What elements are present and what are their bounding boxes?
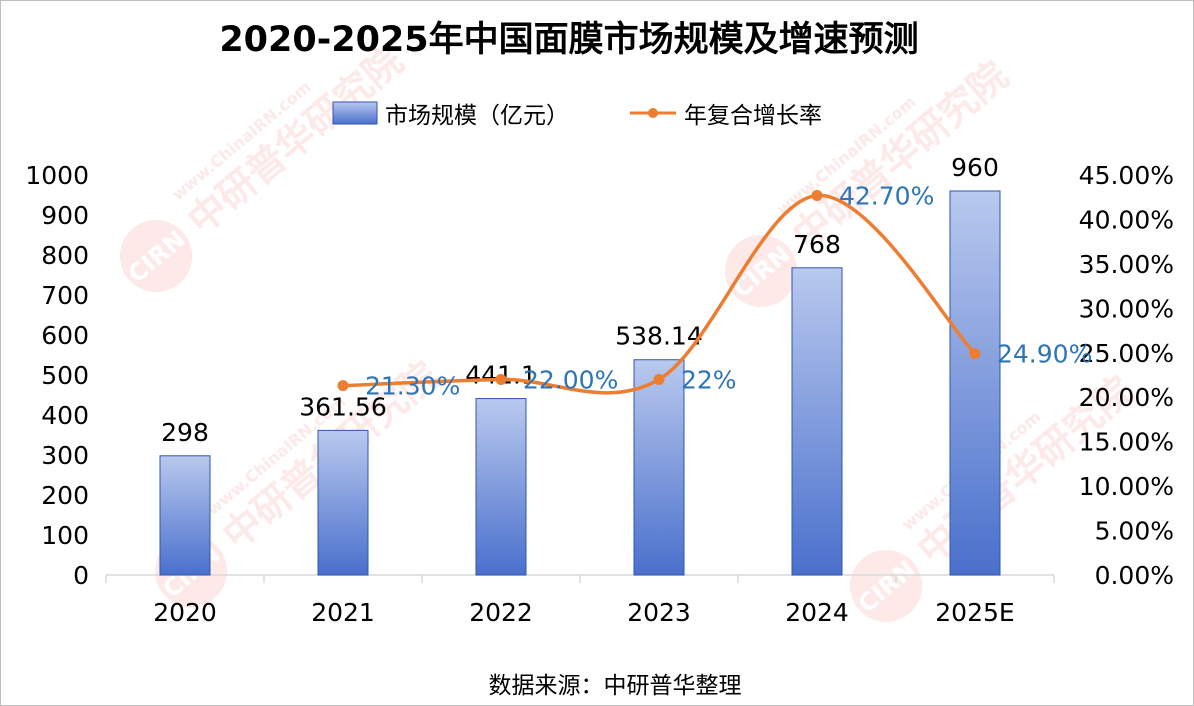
legend-swatch-bar (332, 101, 378, 125)
y-left-tick-label: 600 (41, 321, 89, 350)
y-right-tick-label: 15.00% (1079, 428, 1174, 457)
y-left-tick-label: 100 (41, 521, 89, 550)
chart-title: 2020-2025年中国面膜市场规模及增速预测 (219, 20, 918, 60)
watermark-cn-text: 中研普华研究院 (179, 38, 411, 243)
legend-label-bar: 市场规模（亿元） (385, 103, 569, 129)
growth-marker (653, 373, 665, 385)
source-note: 数据来源：中研普华整理 (489, 673, 742, 699)
growth-value-label: 21.30% (365, 372, 460, 401)
legend: 市场规模（亿元） 年复合增长率 (332, 101, 822, 129)
y-right-tick-label: 20.00% (1079, 383, 1174, 412)
bar (949, 190, 1001, 576)
bar (159, 455, 211, 576)
growth-value-label: 42.70% (839, 181, 934, 210)
line-series (337, 189, 981, 395)
y-left-tick-label: 300 (41, 441, 89, 470)
y-left-tick-label: 200 (41, 481, 89, 510)
bar-value-label: 960 (951, 153, 999, 182)
y-left-tick-label: 0 (73, 561, 89, 590)
y-axis-left: 0 100 200 300 400 500 600 700 800 900 1000 (25, 161, 89, 590)
bar-value-label: 768 (793, 230, 841, 259)
y-left-tick-label: 500 (41, 361, 89, 390)
y-left-tick-label: 900 (41, 201, 89, 230)
y-left-tick-label: 400 (41, 401, 89, 430)
growth-line (341, 193, 977, 395)
bar-series (159, 190, 1001, 576)
x-tick-label: 2023 (627, 598, 691, 627)
y-right-tick-label: 0.00% (1095, 561, 1174, 590)
watermark-badge (120, 220, 192, 292)
bar (791, 267, 843, 576)
bar-value-label: 538.14 (615, 322, 702, 351)
x-tick-label: 2021 (311, 598, 375, 627)
x-tick-label: 2024 (785, 598, 849, 627)
y-right-tick-label: 40.00% (1079, 205, 1174, 234)
growth-marker (969, 348, 981, 360)
growth-value-label: 22.00% (523, 365, 618, 394)
y-right-tick-label: 10.00% (1079, 472, 1174, 501)
growth-marker (811, 189, 823, 201)
x-tick-label: 2022 (469, 598, 533, 627)
y-right-tick-label: 5.00% (1095, 517, 1174, 546)
y-axis-right: 0.00% 5.00% 10.00% 15.00% 20.00% 25.00% 30.00%… (1079, 161, 1174, 590)
y-right-tick-label: 25.00% (1079, 339, 1174, 368)
bar-value-label: 298 (161, 418, 209, 447)
y-right-tick-label: 35.00% (1079, 250, 1174, 279)
growth-marker (495, 373, 507, 385)
y-right-tick-label: 45.00% (1079, 161, 1174, 190)
bar (475, 398, 527, 576)
watermark-badge (850, 550, 922, 622)
bar (317, 429, 369, 576)
legend-swatch-marker (648, 108, 658, 118)
line-data-labels: 21.30% 22.00% 22% 42.70% 24.90% (365, 181, 1092, 400)
y-left-tick-label: 800 (41, 241, 89, 270)
y-right-tick-label: 30.00% (1079, 294, 1174, 323)
y-left-tick-label: 1000 (25, 161, 89, 190)
bar-value-label: 361.56 (299, 392, 386, 421)
x-tick-label: 2025E (935, 598, 1014, 627)
x-tick-label: 2020 (153, 598, 217, 627)
watermark-badge (725, 235, 797, 307)
growth-value-label: 24.90% (997, 340, 1092, 369)
growth-value-label: 22% (681, 365, 737, 394)
y-left-tick-label: 700 (41, 281, 89, 310)
watermark-logo-1: CIRN 中研普华研究院 www.ChinaIRN.com (120, 38, 411, 292)
growth-marker (337, 380, 349, 392)
x-axis: 2020 2021 2022 2023 2024 2025E (105, 575, 1055, 627)
bar (633, 359, 685, 576)
legend-label-line: 年复合增长率 (684, 103, 822, 129)
